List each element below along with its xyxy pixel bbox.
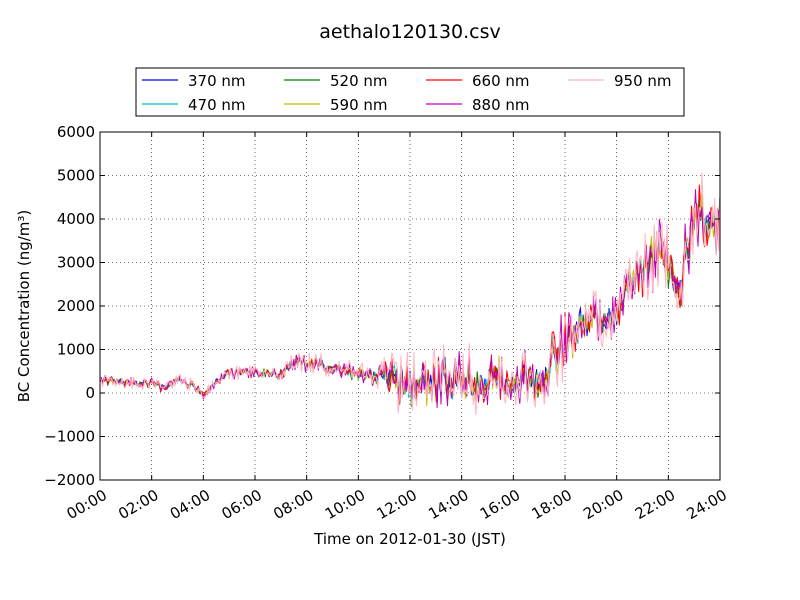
- legend-label: 470 nm: [188, 96, 246, 114]
- legend: 370 nm 470 nm 520 nm 590 nm 660 nm 880 nm 950 …: [135, 67, 685, 117]
- y-axis-label: BC Concentration (ng/m³): [15, 210, 33, 403]
- y-tick-label: 6000: [57, 123, 95, 141]
- legend-label: 590 nm: [330, 96, 388, 114]
- legend-label: 880 nm: [472, 96, 530, 114]
- y-tick-label: 1000: [57, 341, 95, 359]
- grid-lines: [100, 132, 720, 480]
- legend-box: [135, 67, 685, 117]
- legend-label: 660 nm: [472, 72, 530, 90]
- legend-label: 520 nm: [330, 72, 388, 90]
- series-line-950-nm: [100, 172, 720, 416]
- y-tick-label: 2000: [57, 297, 95, 315]
- chart-title: aethalo120130.csv: [319, 21, 501, 43]
- y-tick-label: 4000: [57, 210, 95, 228]
- plot-clip: [100, 172, 720, 416]
- y-axis-ticks: −2000 −1000 0 1000 2000 3000 4000 5000 6000: [44, 123, 720, 489]
- y-tick-label: −2000: [44, 471, 95, 489]
- y-tick-label: 0: [85, 384, 95, 402]
- legend-label: 370 nm: [188, 72, 246, 90]
- x-axis-label: Time on 2012-01-30 (JST): [313, 530, 506, 548]
- y-tick-label: 3000: [57, 254, 95, 272]
- legend-label: 950 nm: [614, 72, 672, 90]
- y-tick-label: 5000: [57, 167, 95, 185]
- y-tick-label: −1000: [44, 428, 95, 446]
- series-lines: [100, 172, 720, 416]
